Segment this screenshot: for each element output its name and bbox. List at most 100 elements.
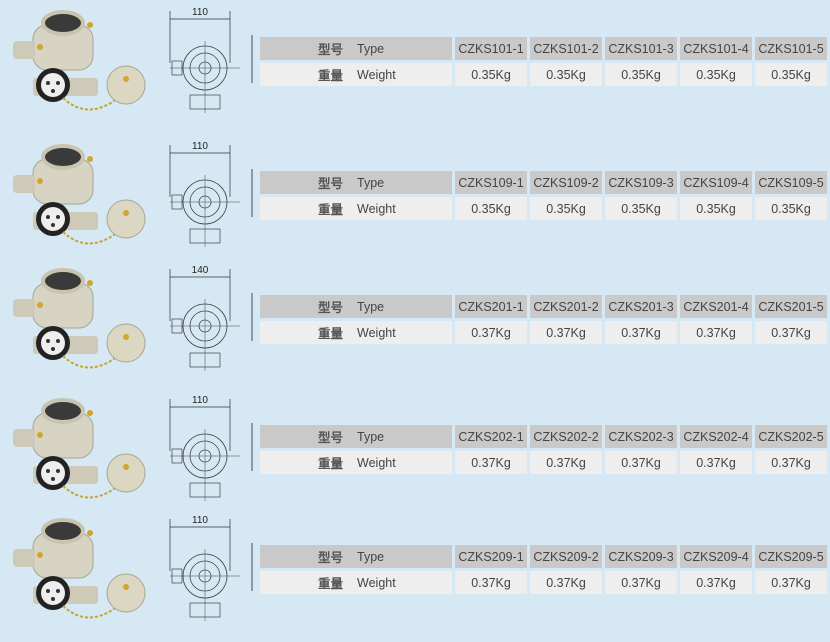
weight-cell: 0.37Kg (680, 571, 752, 594)
type-label-en: Type (357, 175, 385, 190)
dimension-drawing: 140 (169, 265, 240, 371)
dimension-drawing: 110 (169, 395, 240, 501)
type-cell: CZKS109-1 (455, 171, 527, 194)
weight-label: 重量 Weight (260, 197, 452, 220)
weight-cell: 0.37Kg (455, 451, 527, 474)
weight-label-cn: 重量 (318, 69, 344, 83)
spec-table: 型号 Type CZKS109-1 CZKS109-2 CZKS109-3 CZKS10… (260, 171, 830, 223)
weight-cell: 0.37Kg (605, 321, 677, 344)
weight-row: 重量 Weight 0.37Kg 0.37Kg 0.37Kg 0.37Kg 0.37Kg (260, 451, 830, 474)
spec-table: 型号 Type CZKS101-1 CZKS101-2 CZKS101-3 CZKS10… (260, 37, 830, 89)
type-label-cn: 型号 (318, 301, 344, 315)
weight-cell: 0.35Kg (755, 197, 827, 220)
weight-row: 重量 Weight 0.37Kg 0.37Kg 0.37Kg 0.37Kg 0.37Kg (260, 321, 830, 344)
type-label-cn: 型号 (318, 551, 344, 565)
type-cell: CZKS201-3 (605, 295, 677, 318)
type-label-cn: 型号 (318, 177, 344, 191)
product-section: 110 型号 Type CZKS202-1 CZKS202-2 CZKS202-3 CZ… (0, 391, 830, 511)
product-photo (13, 144, 146, 245)
weight-label-en: Weight (357, 325, 396, 340)
type-row: 型号 Type CZKS101-1 CZKS101-2 CZKS101-3 CZKS10… (260, 37, 830, 60)
weight-label-cn: 重量 (318, 457, 344, 471)
type-cell: CZKS101-4 (680, 37, 752, 60)
type-cell: CZKS101-1 (455, 37, 527, 60)
type-cell: CZKS202-1 (455, 425, 527, 448)
type-cell: CZKS101-3 (605, 37, 677, 60)
dimension-drawing: 110 (169, 7, 240, 113)
spec-table: 型号 Type CZKS201-1 CZKS201-2 CZKS201-3 CZKS20… (260, 295, 830, 347)
weight-cell: 0.35Kg (530, 197, 602, 220)
weight-label-cn: 重量 (318, 203, 344, 217)
type-row: 型号 Type CZKS201-1 CZKS201-2 CZKS201-3 CZKS20… (260, 295, 830, 318)
weight-cell: 0.35Kg (680, 197, 752, 220)
type-cell: CZKS201-1 (455, 295, 527, 318)
spec-table: 型号 Type CZKS202-1 CZKS202-2 CZKS202-3 CZKS20… (260, 425, 830, 477)
type-cell: CZKS201-4 (680, 295, 752, 318)
divider (251, 293, 253, 341)
weight-row: 重量 Weight 0.35Kg 0.35Kg 0.35Kg 0.35Kg 0.35Kg (260, 63, 830, 86)
type-cell: CZKS109-3 (605, 171, 677, 194)
type-row: 型号 Type CZKS209-1 CZKS209-2 CZKS209-3 CZKS20… (260, 545, 830, 568)
weight-cell: 0.35Kg (755, 63, 827, 86)
weight-label: 重量 Weight (260, 451, 452, 474)
weight-cell: 0.35Kg (680, 63, 752, 86)
divider (251, 423, 253, 471)
type-label-en: Type (357, 299, 385, 314)
spec-table: 型号 Type CZKS209-1 CZKS209-2 CZKS209-3 CZKS20… (260, 545, 830, 597)
product-section: 110 型号 Type CZKS101-1 CZKS101-2 CZKS101-3 CZ… (0, 3, 830, 123)
weight-cell: 0.35Kg (455, 197, 527, 220)
product-photo (13, 398, 146, 499)
type-cell: CZKS202-5 (755, 425, 827, 448)
product-photo (13, 518, 146, 619)
type-label-en: Type (357, 549, 385, 564)
type-cell: CZKS202-2 (530, 425, 602, 448)
weight-label-cn: 重量 (318, 327, 344, 341)
divider (251, 35, 253, 83)
type-cell: CZKS109-4 (680, 171, 752, 194)
type-label-cn: 型号 (318, 43, 344, 57)
type-cell: CZKS109-2 (530, 171, 602, 194)
weight-cell: 0.37Kg (530, 571, 602, 594)
weight-cell: 0.35Kg (605, 197, 677, 220)
type-row: 型号 Type CZKS109-1 CZKS109-2 CZKS109-3 CZKS10… (260, 171, 830, 194)
weight-cell: 0.37Kg (680, 451, 752, 474)
type-row: 型号 Type CZKS202-1 CZKS202-2 CZKS202-3 CZKS20… (260, 425, 830, 448)
weight-cell: 0.37Kg (455, 321, 527, 344)
weight-cell: 0.37Kg (755, 451, 827, 474)
weight-row: 重量 Weight 0.35Kg 0.35Kg 0.35Kg 0.35Kg 0.35Kg (260, 197, 830, 220)
type-label-en: Type (357, 429, 385, 444)
divider (251, 543, 253, 591)
type-cell: CZKS209-5 (755, 545, 827, 568)
type-cell: CZKS209-3 (605, 545, 677, 568)
weight-label: 重量 Weight (260, 63, 452, 86)
type-cell: CZKS101-5 (755, 37, 827, 60)
dimension-label: 110 (192, 515, 208, 526)
weight-label: 重量 Weight (260, 571, 452, 594)
weight-label-en: Weight (357, 455, 396, 470)
type-cell: CZKS201-2 (530, 295, 602, 318)
type-cell: CZKS209-1 (455, 545, 527, 568)
weight-cell: 0.37Kg (455, 571, 527, 594)
product-section: 110 型号 Type CZKS109-1 CZKS109-2 CZKS109-3 CZ… (0, 137, 830, 257)
divider (251, 169, 253, 217)
weight-cell: 0.35Kg (455, 63, 527, 86)
weight-label-en: Weight (357, 201, 396, 216)
type-label: 型号 Type (260, 425, 452, 448)
weight-cell: 0.37Kg (755, 571, 827, 594)
weight-label: 重量 Weight (260, 321, 452, 344)
weight-cell: 0.37Kg (605, 571, 677, 594)
dimension-label: 140 (192, 265, 209, 276)
product-section: 140 型号 Type CZKS201-1 CZKS201-2 CZKS201-3 CZ… (0, 261, 830, 381)
dimension-label: 110 (192, 7, 208, 18)
product-photo (13, 268, 146, 369)
type-cell: CZKS109-5 (755, 171, 827, 194)
type-cell: CZKS201-5 (755, 295, 827, 318)
type-label: 型号 Type (260, 545, 452, 568)
dimension-label: 110 (192, 395, 208, 406)
weight-cell: 0.37Kg (680, 321, 752, 344)
weight-cell: 0.37Kg (530, 321, 602, 344)
type-label: 型号 Type (260, 171, 452, 194)
type-cell: CZKS209-4 (680, 545, 752, 568)
weight-label-en: Weight (357, 575, 396, 590)
dimension-label: 110 (192, 141, 208, 152)
